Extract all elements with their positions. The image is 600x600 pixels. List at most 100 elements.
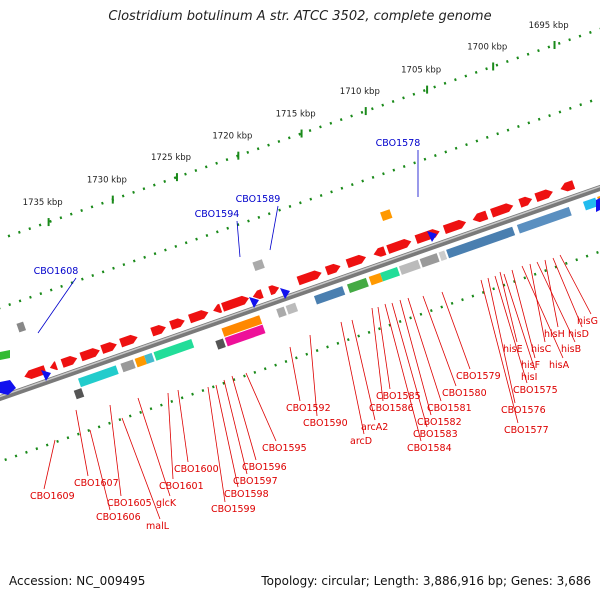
leader-line — [43, 439, 56, 490]
gene-feature — [77, 365, 119, 388]
leader-line — [351, 319, 376, 421]
red-gene-label: hisF — [521, 360, 540, 371]
blue-arrow-marker — [41, 370, 51, 381]
gene-feature — [252, 289, 264, 300]
red-gene-label: CBO1590 — [303, 418, 348, 429]
gene-features — [0, 180, 600, 400]
leader-line — [231, 375, 257, 461]
red-gene-label: hisE — [503, 344, 523, 355]
blue-gene-label: CBO1589 — [236, 194, 281, 205]
scale-label: 1705 kbp — [401, 66, 441, 76]
gene-feature — [446, 226, 516, 259]
gene-feature — [252, 259, 265, 272]
leader-line — [487, 277, 516, 404]
gene-feature — [398, 259, 421, 275]
gene-feature — [285, 302, 299, 315]
gene-feature — [16, 321, 27, 333]
map-title: Clostridium botulinum A str. ATCC 3502, … — [108, 9, 492, 24]
gene-feature — [120, 359, 136, 373]
red-gene-label: CBO1600 — [174, 464, 219, 475]
red-gene-label: hisH — [544, 329, 565, 340]
gene-feature — [313, 286, 346, 305]
leader-line — [503, 273, 536, 371]
gene-feature — [49, 361, 58, 371]
red-gene-label: CBO1598 — [224, 489, 269, 500]
red-gene-label: CBO1607 — [74, 478, 119, 489]
leader-line — [511, 269, 536, 359]
blue-arrow-marker — [427, 231, 437, 242]
leader-line — [494, 275, 528, 384]
label-leader-lines — [37, 150, 592, 520]
leader-line — [75, 409, 89, 477]
scale-label: 1735 kbp — [23, 198, 63, 208]
red-gene-label: CBO1592 — [286, 403, 331, 414]
dotted-ring-1 — [0, 96, 600, 310]
red-gene-label: CBO1575 — [513, 385, 558, 396]
backbone-highlight — [0, 185, 600, 398]
red-gene-label: hisA — [549, 360, 570, 371]
red-gene-label: hisB — [561, 344, 581, 355]
leader-line — [422, 295, 457, 387]
red-gene-label: CBO1585 — [376, 391, 421, 402]
leader-line — [89, 429, 111, 511]
accession-text: Accession: NC_009495 — [9, 574, 146, 588]
leader-line — [399, 299, 432, 416]
gene-feature — [188, 310, 209, 324]
scale-label: 1720 kbp — [212, 132, 252, 142]
red-gene-label: arcD — [350, 436, 372, 447]
gene-feature — [442, 219, 467, 235]
gene-feature — [100, 342, 117, 354]
gene-feature — [119, 334, 138, 348]
gene-feature — [24, 365, 47, 380]
gene-feature — [134, 355, 148, 368]
leader-line — [544, 259, 559, 328]
leader-line — [207, 386, 226, 503]
leader-line — [340, 321, 365, 435]
gene-feature — [213, 303, 223, 313]
red-gene-label: malL — [146, 521, 170, 532]
leader-line — [236, 220, 241, 258]
leader-line — [536, 261, 576, 343]
scale-label: 1725 kbp — [151, 153, 191, 163]
blue-edge-feature — [596, 198, 600, 212]
red-gene-label: CBO1583 — [413, 429, 458, 440]
gene-feature — [153, 339, 195, 361]
leader-line — [521, 265, 564, 359]
gene-labels: CBO1578 CBO1589 CBO1594 CBO1608 hisG hisDhisH… — [30, 138, 598, 532]
leader-line — [109, 404, 122, 497]
blue-gene-label: CBO1578 — [376, 138, 421, 149]
scale-label: 1700 kbp — [467, 42, 507, 52]
leader-line — [177, 389, 189, 463]
leader-line — [480, 279, 519, 424]
gene-feature — [224, 324, 266, 347]
red-gene-label: CBO1579 — [456, 371, 501, 382]
leader-line — [289, 346, 301, 402]
red-gene-label: CBO1609 — [30, 491, 75, 502]
leader-line — [384, 303, 422, 442]
red-gene-label: CBO1580 — [442, 388, 487, 399]
red-gene-label: CBO1586 — [369, 403, 414, 414]
scale-label: 1715 kbp — [276, 110, 316, 120]
red-gene-label: CBO1596 — [242, 462, 287, 473]
gene-feature — [215, 338, 226, 350]
leader-line — [529, 263, 546, 343]
gene-feature — [386, 239, 412, 254]
red-gene-label: CBO1581 — [427, 403, 472, 414]
red-gene-label: hisD — [568, 329, 589, 340]
leader-line — [371, 307, 384, 402]
blue-arrow-marker — [280, 288, 290, 299]
red-gene-label: CBO1597 — [233, 476, 278, 487]
gene-feature — [169, 318, 185, 330]
red-gene-label: arcA2 — [361, 422, 388, 433]
gene-feature — [380, 266, 400, 282]
green-edge-feature — [0, 350, 10, 360]
dotted-ring-0 — [0, 27, 600, 241]
gene-feature — [419, 253, 440, 268]
leader-line — [552, 257, 583, 328]
gene-feature — [221, 295, 249, 312]
leader-line — [269, 205, 279, 251]
gene-feature — [490, 203, 514, 218]
gene-feature — [380, 209, 393, 222]
scale-label: 1695 kbp — [529, 21, 569, 31]
